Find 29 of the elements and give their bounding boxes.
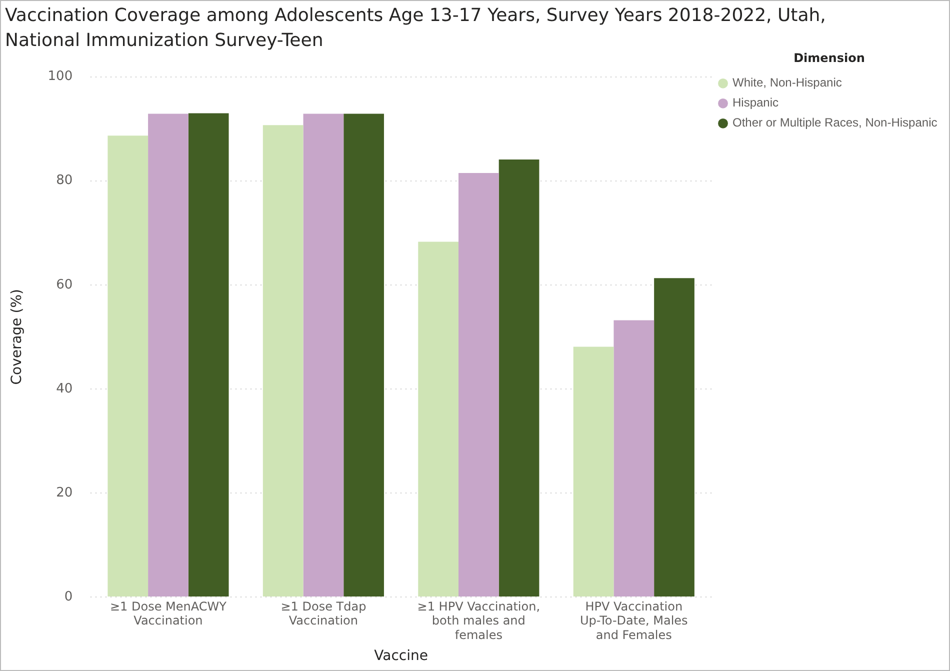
legend-label: Other or Multiple Races, Non-Hispanic — [732, 116, 938, 130]
bar — [148, 114, 188, 596]
y-tick-label: 20 — [56, 485, 73, 500]
x-tick-label: ≥1 Dose MenACWY Vaccination — [110, 599, 228, 628]
x-tick-label: ≥1 HPV Vaccination, both males and females — [417, 599, 540, 642]
x-axis-title: Vaccine — [374, 648, 428, 664]
legend-title: Dimension — [794, 51, 865, 66]
bar — [303, 114, 344, 596]
legend-label: Hispanic — [732, 96, 779, 110]
bar — [262, 125, 304, 596]
x-tick-label: HPV Vaccination Up-To-Date, Males and Females — [580, 599, 688, 642]
y-tick-label: 100 — [48, 69, 73, 84]
y-tick-label: 0 — [64, 589, 73, 604]
bar — [418, 242, 458, 596]
bar — [188, 113, 229, 596]
y-tick-label: 60 — [56, 277, 73, 292]
bar — [108, 136, 148, 596]
bar — [654, 278, 694, 596]
y-tick-label: 80 — [56, 173, 73, 188]
bar — [614, 320, 654, 596]
y-tick-label: 40 — [56, 381, 73, 396]
bar — [498, 160, 540, 596]
x-tick-label: ≥1 Dose Tdap Vaccination — [280, 599, 366, 628]
legend-label: White, Non-Hispanic — [732, 76, 842, 90]
bar — [344, 114, 384, 596]
bar — [573, 346, 614, 596]
bar — [458, 173, 499, 596]
y-axis-title: Coverage (%) — [9, 289, 26, 385]
chart-title: Vaccination Coverage among Adolescents Age 13-17 Years, Survey Years 2018-2022, Utah, National Immunization Survey-Teen — [5, 4, 827, 52]
